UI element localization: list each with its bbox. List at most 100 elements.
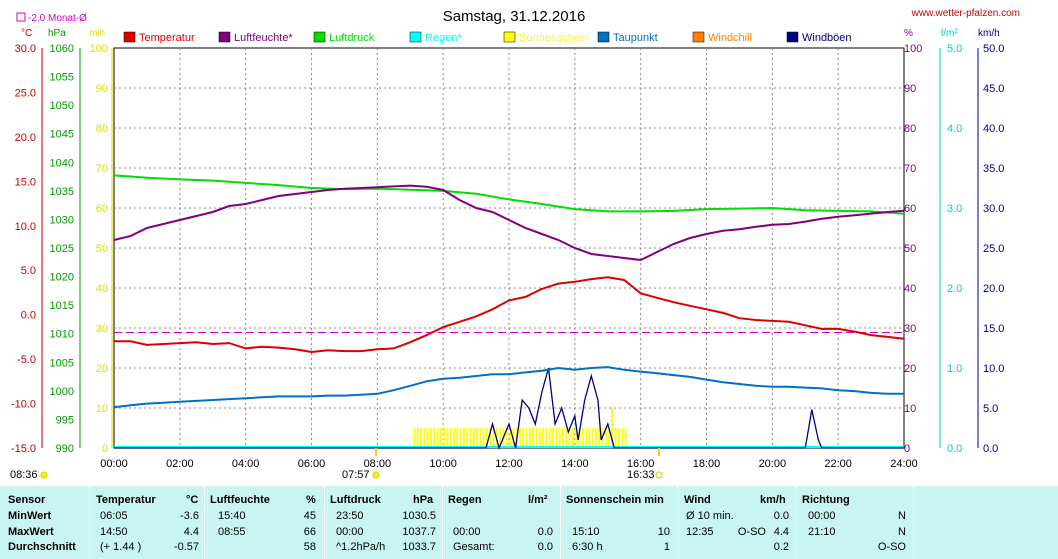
- sunshine-tick-label: 0: [102, 443, 108, 455]
- temp-tick-label: -10.0: [11, 399, 36, 411]
- sunshine-bar: [588, 428, 591, 448]
- stats-header-temp: Temperatur: [96, 494, 156, 506]
- sunset-time: 16:33: [627, 469, 655, 481]
- sunshine-bar: [459, 428, 462, 448]
- sunshine-bar: [489, 428, 492, 448]
- stats-header-temp-unit: °C: [186, 494, 199, 506]
- website-link[interactable]: www.wetter-pfalzen.com: [911, 8, 1020, 19]
- sunshine-bar: [565, 428, 568, 448]
- humidity-tick-label: 30: [904, 323, 916, 335]
- sunshine-tick-label: 40: [96, 283, 108, 295]
- sunshine-bar: [436, 428, 439, 448]
- sunset-icon: [655, 471, 663, 479]
- legend-label: Luftdruck: [329, 32, 375, 44]
- sunshine-bar: [522, 428, 525, 448]
- humidity-tick-label: 50: [904, 243, 916, 255]
- sunshine-bar: [604, 428, 607, 448]
- sunshine-bar-peak: [611, 408, 613, 448]
- sunshine-bar: [548, 428, 551, 448]
- stats-temp-val: 4.4: [183, 526, 199, 538]
- stats-sun-time: 15:10: [572, 526, 600, 538]
- stats-wind-time: Ø 10 min.: [686, 510, 734, 522]
- stats-header-dir: Richtung: [802, 494, 850, 506]
- stats-header-sensor: Sensor: [8, 494, 46, 506]
- wind-tick-label: 5.0: [983, 403, 998, 415]
- stats-wind-dir: O-SO: [737, 526, 766, 538]
- rain-tick-label: 3.0: [947, 203, 962, 215]
- wind-tick-label: 25.0: [983, 243, 1004, 255]
- monthly-avg-label: -2.0 Monat-Ø: [28, 13, 87, 24]
- humidity-tick-label: 60: [904, 203, 916, 215]
- pressure-tick-label: 990: [56, 443, 74, 455]
- sunshine-tick-label: 90: [96, 83, 108, 95]
- sunshine-bar: [525, 428, 528, 448]
- sunshine-bar: [469, 428, 472, 448]
- stats-rain-time: 00:00: [453, 526, 481, 538]
- legend-label: Windchill: [708, 32, 752, 44]
- pressure-tick-label: 1040: [50, 157, 74, 169]
- wind-tick-label: 15.0: [983, 323, 1004, 335]
- temp-tick-label: 15.0: [15, 176, 36, 188]
- sunshine-bar: [519, 428, 521, 448]
- sunshine-bar: [618, 428, 620, 448]
- sunshine-bar: [439, 428, 442, 448]
- legend-label: Sonnenschein: [519, 32, 589, 44]
- stats-header-wind-unit: km/h: [760, 494, 786, 506]
- temp-tick-label: -15.0: [11, 443, 36, 455]
- sunshine-bar: [466, 428, 469, 448]
- stats-press-time: 23:50: [336, 510, 364, 522]
- temp-tick-label: 20.0: [15, 132, 36, 144]
- sunrise-marker-time: 07:57: [342, 469, 370, 481]
- sunshine-bar: [453, 428, 455, 448]
- legend-swatch: [313, 31, 326, 43]
- stats-sun-val: 1: [663, 541, 670, 553]
- stats-dir-val: O-SO: [877, 541, 906, 553]
- sunshine-tick-label: 70: [96, 163, 108, 175]
- series-line-luftdruck: [113, 174, 905, 215]
- stats-temp-val: -0.57: [173, 541, 199, 553]
- stats-wind-val: 4.4: [773, 526, 789, 538]
- sunshine-bar: [608, 428, 611, 448]
- stats-header-sun: Sonnenschein min: [566, 494, 664, 506]
- sunrise-icon: [40, 471, 48, 479]
- rain-tick-label: 0.0: [947, 443, 962, 455]
- humidity-tick-label: 40: [904, 283, 916, 295]
- pressure-tick-label: 1060: [50, 43, 74, 55]
- wind-tick-label: 50.0: [983, 43, 1004, 55]
- sunshine-bar: [598, 428, 601, 448]
- legend-swatch: [597, 31, 610, 43]
- pressure-tick-label: 1020: [50, 272, 74, 284]
- stats-press-val: 1033.7: [402, 541, 436, 553]
- sunshine-bar: [423, 428, 426, 448]
- temp-tick-label: 25.0: [15, 87, 36, 99]
- sunshine-bar: [463, 428, 465, 448]
- sunshine-bar: [581, 428, 584, 448]
- pressure-tick-label: 1055: [50, 72, 74, 84]
- sunshine-bar: [456, 428, 459, 448]
- x-tick-label: 14:00: [561, 458, 589, 470]
- pressure-tick-label: 1035: [50, 186, 74, 198]
- stats-label: MinWert: [8, 510, 52, 522]
- stats-dir-val: N: [898, 526, 906, 538]
- legend-label: Regen*: [425, 32, 462, 44]
- sunshine-bar: [472, 428, 475, 448]
- sunshine-bar: [575, 428, 578, 448]
- monthly-avg-marker: [16, 12, 26, 22]
- stats-dir-time: 21:10: [808, 526, 836, 538]
- sunshine-tick-label: 30: [96, 323, 108, 335]
- stats-rain-val: 0.0: [537, 526, 553, 538]
- stats-hum-time: 08:55: [218, 526, 246, 538]
- stats-hum-val: 45: [303, 510, 316, 522]
- stats-wind-time: 12:35: [686, 526, 714, 538]
- sunshine-bar: [562, 428, 564, 448]
- sunshine-bar: [529, 428, 531, 448]
- x-tick-label: 16:00: [627, 458, 655, 470]
- statistics-table: Sensor Temperatur °C Luftfeuchte % Luftd…: [0, 486, 1058, 559]
- stats-dir-val: N: [898, 510, 906, 522]
- sunshine-bar: [585, 428, 587, 448]
- sunshine-bar: [624, 428, 627, 448]
- stats-sun-val: 10: [657, 526, 670, 538]
- wind-tick-label: 40.0: [983, 123, 1004, 135]
- legend-label: Taupunkt: [613, 32, 658, 44]
- x-tick-label: 20:00: [759, 458, 787, 470]
